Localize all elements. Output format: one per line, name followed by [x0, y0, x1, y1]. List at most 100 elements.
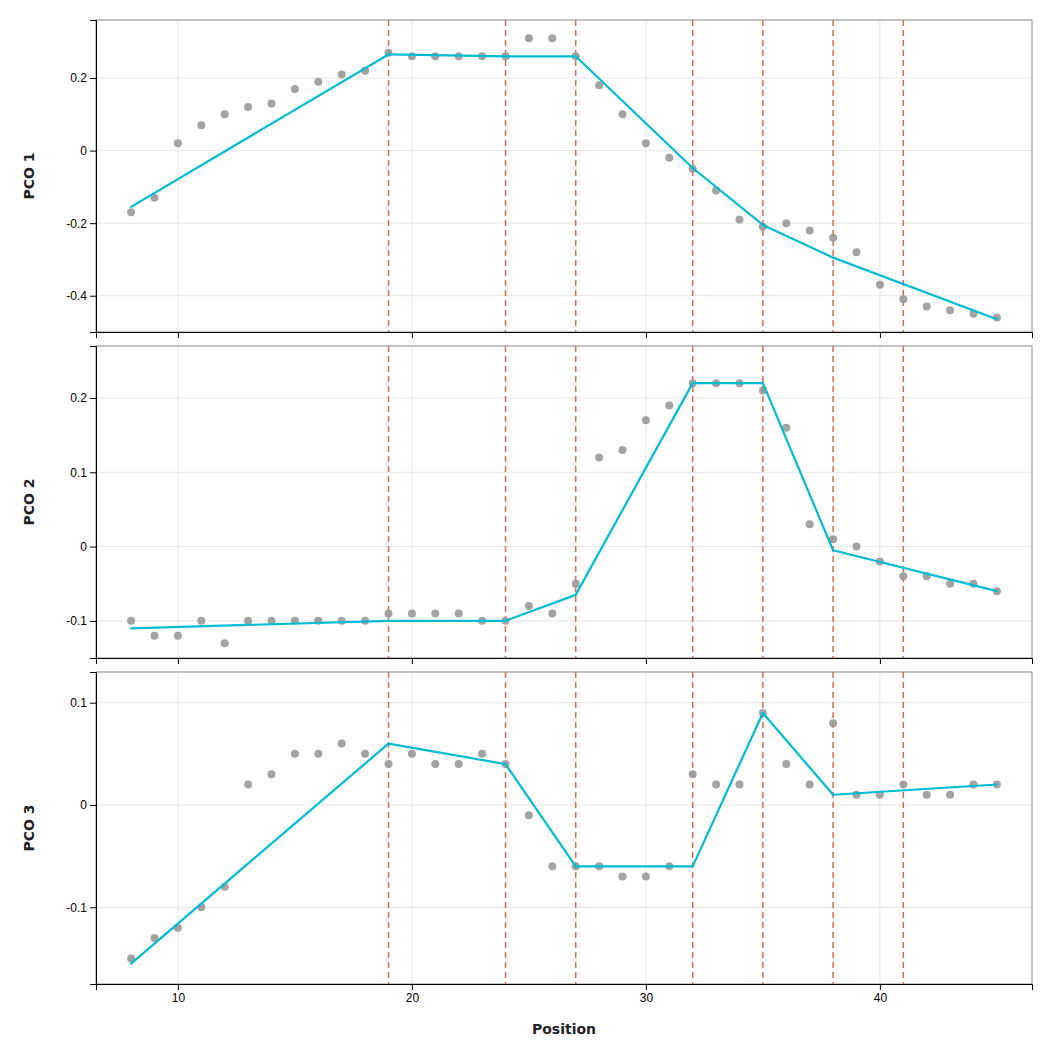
breakpoint-line	[388, 672, 390, 984]
point	[431, 609, 439, 617]
y-tick-label: -0.4	[66, 289, 87, 303]
segment-line	[131, 744, 388, 964]
x-axis-title: Position	[532, 1021, 596, 1037]
panel: 0.20.10-0.1PCO 2	[21, 346, 1033, 664]
point	[455, 609, 463, 617]
x-tick-mark	[646, 658, 647, 664]
y-tick-label: 0.2	[70, 71, 87, 85]
point	[899, 781, 907, 789]
y-grid-line	[96, 223, 1032, 224]
point	[268, 770, 276, 778]
y-axis-title: PCO 3	[21, 804, 37, 851]
y-tick: -0.1	[66, 614, 96, 628]
y-tick-label: 0	[80, 540, 87, 554]
segment-line	[389, 744, 506, 764]
x-tick: 20	[406, 984, 420, 1005]
point	[431, 760, 439, 768]
plot-frame	[96, 672, 1032, 984]
point	[642, 416, 650, 424]
point	[338, 617, 346, 625]
grid	[96, 672, 1032, 984]
grid	[96, 346, 1032, 658]
segment-line	[506, 595, 576, 621]
segment-line	[576, 865, 693, 867]
y-axis: 0.10-0.1	[66, 673, 96, 985]
point	[174, 139, 182, 147]
breakpoint-line	[903, 346, 905, 658]
point	[876, 281, 884, 289]
breakpoint-line	[692, 346, 694, 658]
point	[548, 609, 556, 617]
point	[899, 295, 907, 303]
y-axis-line	[90, 673, 97, 985]
x-tick	[178, 658, 179, 664]
x-grid-line	[411, 672, 412, 984]
x-tick-label: 10	[172, 991, 186, 1005]
point	[946, 791, 954, 799]
point	[572, 580, 580, 588]
y-grid-line	[96, 546, 1032, 547]
point	[619, 446, 627, 454]
segment-line	[763, 713, 833, 795]
y-tick-label: 0	[80, 144, 87, 158]
y-grid-line	[96, 150, 1032, 151]
point	[736, 216, 744, 224]
point	[268, 99, 276, 107]
point	[408, 52, 416, 60]
x-tick-label: 20	[406, 991, 420, 1005]
point	[525, 34, 533, 42]
point	[127, 208, 135, 216]
breakpoint-line	[903, 672, 905, 984]
point	[221, 110, 229, 118]
y-axis: 0.20.10-0.1	[66, 347, 96, 659]
point	[548, 862, 556, 870]
point	[221, 639, 229, 647]
panel: 0.20-0.2-0.4PCO 1	[21, 20, 1033, 338]
breakpoint-line	[505, 346, 507, 658]
segment-line	[763, 383, 833, 550]
segment-line	[506, 55, 576, 57]
y-tick-label: -0.1	[66, 901, 87, 915]
y-tick-mark	[90, 78, 96, 79]
y-tick: 0.2	[70, 391, 96, 405]
x-tick-mark	[178, 984, 179, 990]
point	[853, 248, 861, 256]
y-tick-mark	[90, 151, 96, 152]
point	[244, 781, 252, 789]
point	[595, 453, 603, 461]
point	[408, 750, 416, 758]
y-tick: -0.1	[66, 901, 96, 915]
x-grid-line	[177, 672, 178, 984]
point	[619, 110, 627, 118]
y-tick-mark	[90, 547, 96, 548]
x-tick-mark	[646, 332, 647, 338]
point	[899, 572, 907, 580]
x-tick-label: 40	[874, 991, 888, 1005]
y-grid-line	[96, 804, 1032, 805]
y-tick-mark	[90, 472, 96, 473]
y-grid-line	[96, 620, 1032, 621]
y-tick-mark	[90, 805, 96, 806]
point	[665, 154, 673, 162]
point	[829, 719, 837, 727]
x-tick	[646, 658, 647, 664]
segment-line	[763, 225, 833, 258]
x-tick-mark	[880, 332, 881, 338]
point	[689, 770, 697, 778]
point	[970, 781, 978, 789]
point	[782, 219, 790, 227]
x-tick-mark	[412, 984, 413, 990]
point	[127, 617, 135, 625]
x-tick-label: 30	[640, 991, 654, 1005]
segment-line	[693, 382, 763, 384]
breakpoint-line	[505, 20, 507, 332]
x-tick-mark	[412, 332, 413, 338]
y-tick: 0	[80, 540, 96, 554]
x-tick	[178, 332, 179, 338]
breakpoint-line	[832, 20, 834, 332]
y-axis-title: PCO 2	[21, 478, 37, 525]
point	[619, 873, 627, 881]
breakpoint-line	[575, 346, 577, 658]
point	[174, 632, 182, 640]
y-tick: -0.4	[66, 289, 96, 303]
